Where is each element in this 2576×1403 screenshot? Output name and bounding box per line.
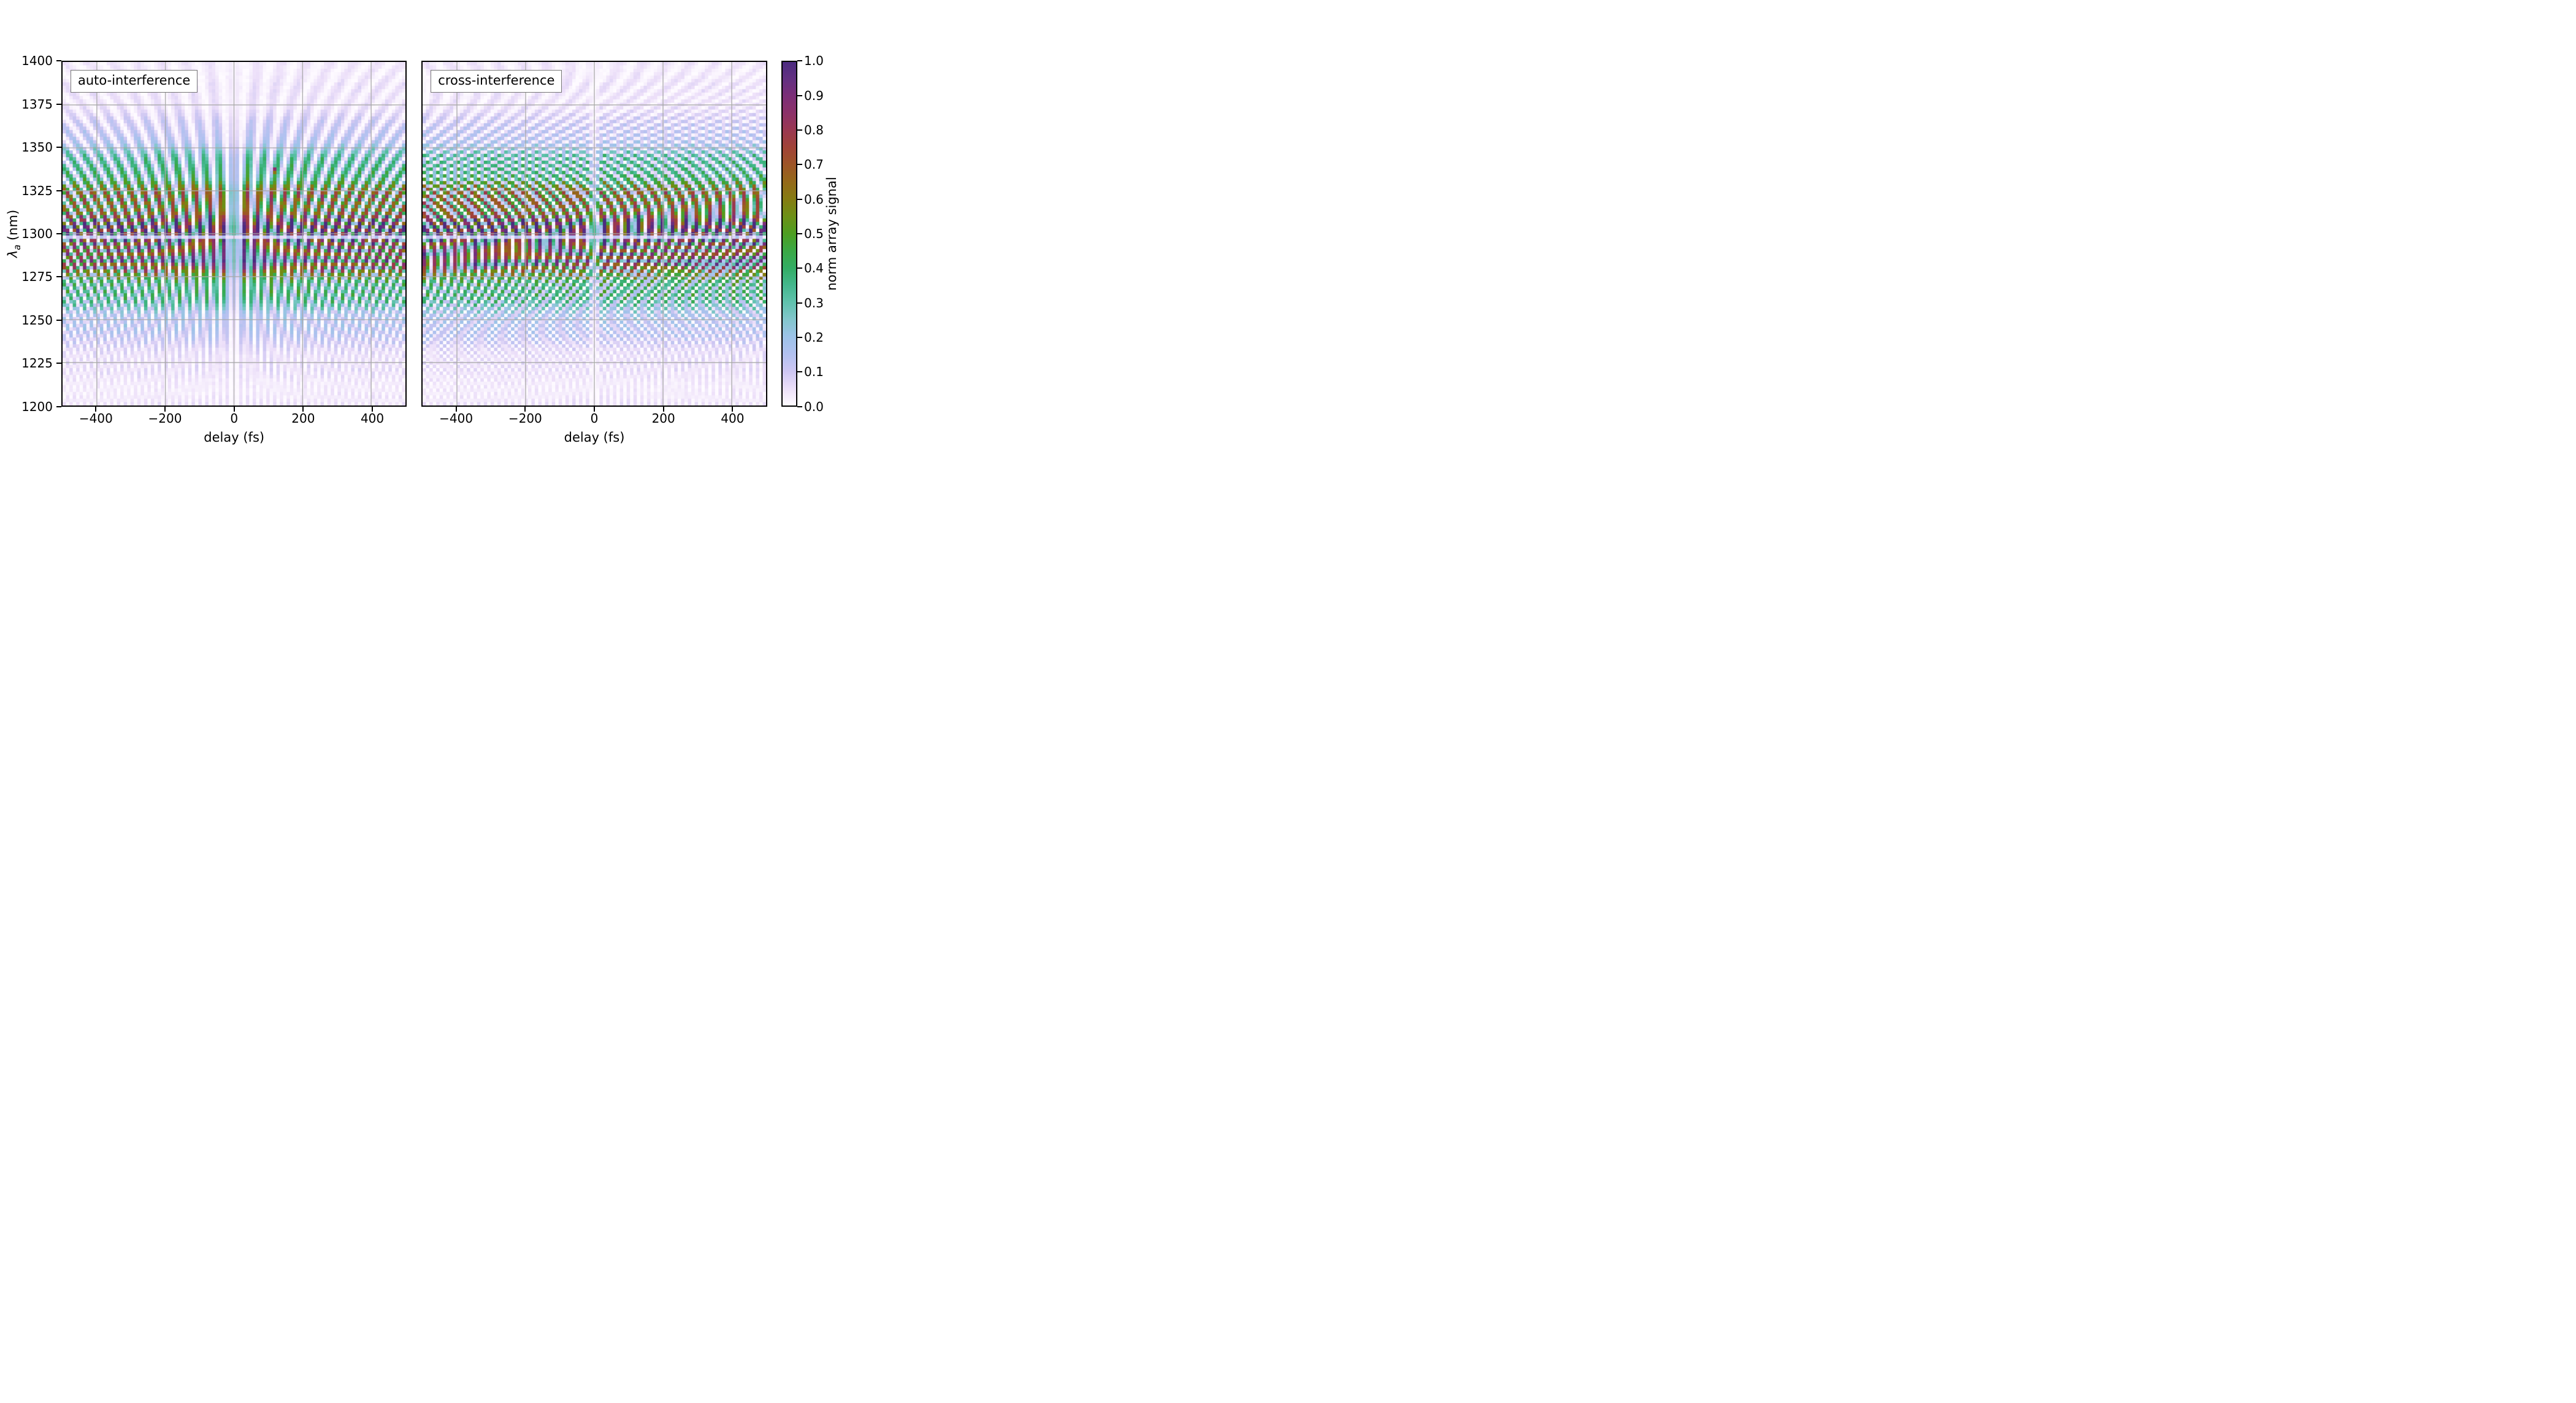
panel-label-box-cross: cross-interference xyxy=(431,70,562,93)
colorbar-tick-mark xyxy=(797,371,802,373)
x-tick-mark xyxy=(732,406,734,412)
y-tick-mark xyxy=(56,363,61,364)
x-tick-label: 200 xyxy=(651,411,675,426)
x-tick-mark xyxy=(524,406,526,412)
colorbar-tick-mark xyxy=(797,337,802,339)
x-tick-label: −200 xyxy=(508,411,542,426)
y-tick-label: 1250 xyxy=(21,312,53,328)
x-tick-mark xyxy=(455,406,457,412)
colorbar-tick-label: 0.7 xyxy=(804,157,824,172)
colorbar-tick-label: 0.8 xyxy=(804,122,824,137)
y-tick-label: 1225 xyxy=(21,356,53,371)
x-tick-mark xyxy=(164,406,166,412)
y-tick-mark xyxy=(56,103,61,105)
y-tick-label: 1200 xyxy=(21,399,53,414)
lambda-subscript: a xyxy=(12,244,23,250)
colorbar-tick-mark xyxy=(797,302,802,304)
x-tick-label: 0 xyxy=(590,411,599,426)
y-tick-mark xyxy=(56,276,61,278)
x-tick-mark xyxy=(372,406,374,412)
colorbar-tick-mark xyxy=(797,94,802,96)
colorbar-tick-mark xyxy=(797,233,802,234)
panel-auto-interference: auto-interference xyxy=(61,61,407,407)
x-tick-label: −400 xyxy=(79,411,113,426)
x-tick-mark xyxy=(662,406,664,412)
y-tick-mark xyxy=(56,147,61,148)
x-tick-label: −200 xyxy=(148,411,182,426)
y-tick-label: 1375 xyxy=(21,96,53,112)
y-tick-mark xyxy=(56,406,61,407)
colorbar-tick-label: 1.0 xyxy=(804,53,824,69)
y-tick-label: 1325 xyxy=(21,183,53,198)
colorbar-tick-mark xyxy=(797,129,802,131)
figure: λa (nm) auto-interference cross-interfer… xyxy=(0,0,859,467)
panel-label-cross: cross-interference xyxy=(438,73,555,88)
y-tick-label: 1275 xyxy=(21,269,53,285)
heatmap-canvas-cross xyxy=(423,62,766,406)
panel-cross-interference: cross-interference xyxy=(421,61,767,407)
x-tick-label: 0 xyxy=(230,411,239,426)
x-tick-label: 400 xyxy=(721,411,745,426)
x-axis-label-text-auto: delay (fs) xyxy=(204,430,265,445)
lambda-symbol: λ xyxy=(5,250,20,258)
colorbar-tick-label: 0.9 xyxy=(804,88,824,103)
x-tick-label: −400 xyxy=(439,411,473,426)
colorbar-tick-label: 0.6 xyxy=(804,191,824,207)
x-axis-label-auto: delay (fs) xyxy=(161,430,308,445)
panel-label-box-auto: auto-interference xyxy=(71,70,198,93)
colorbar-tick-label: 0.0 xyxy=(804,399,824,414)
y-tick-mark xyxy=(56,233,61,234)
panel-label-auto: auto-interference xyxy=(78,73,191,88)
colorbar-tick-mark xyxy=(797,406,802,407)
y-tick-mark xyxy=(56,60,61,62)
colorbar-tick-mark xyxy=(797,164,802,166)
y-tick-label: 1300 xyxy=(21,226,53,241)
x-tick-mark xyxy=(302,406,304,412)
x-tick-mark xyxy=(95,406,97,412)
x-axis-label-cross: delay (fs) xyxy=(521,430,668,445)
colorbar xyxy=(781,61,797,407)
y-tick-mark xyxy=(56,319,61,321)
y-tick-label: 1400 xyxy=(21,53,53,69)
colorbar-tick-mark xyxy=(797,267,802,269)
colorbar-tick-mark xyxy=(797,198,802,200)
colorbar-tick-label: 0.5 xyxy=(804,226,824,241)
x-tick-mark xyxy=(594,406,595,412)
heatmap-canvas-auto xyxy=(63,62,406,406)
x-axis-label-text-cross: delay (fs) xyxy=(564,430,625,445)
x-tick-label: 200 xyxy=(291,411,315,426)
colorbar-tick-label: 0.2 xyxy=(804,330,824,345)
colorbar-tick-label: 0.1 xyxy=(804,364,824,380)
colorbar-tick-label: 0.4 xyxy=(804,261,824,276)
x-tick-label: 400 xyxy=(360,411,385,426)
colorbar-tick-label: 0.3 xyxy=(804,295,824,310)
y-tick-label: 1350 xyxy=(21,140,53,155)
x-tick-mark xyxy=(233,406,235,412)
y-tick-mark xyxy=(56,190,61,191)
colorbar-tick-mark xyxy=(797,60,802,62)
